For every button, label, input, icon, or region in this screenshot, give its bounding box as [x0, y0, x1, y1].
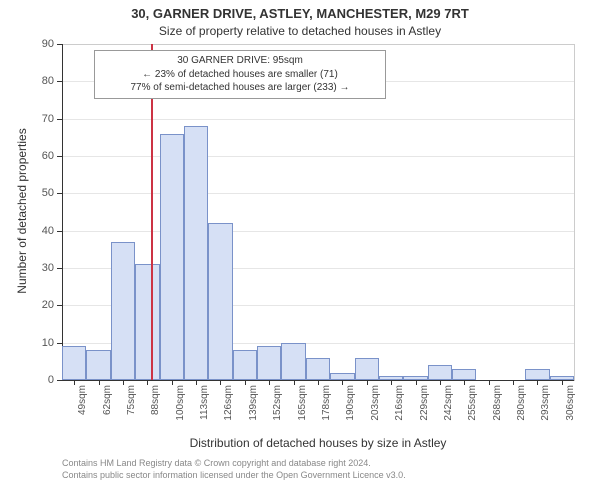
x-tick-label: 242sqm [443, 385, 454, 430]
x-tick-label: 190sqm [345, 385, 356, 430]
histogram-bar [428, 365, 452, 380]
x-tick-mark [294, 380, 295, 385]
x-tick-mark [513, 380, 514, 385]
annotation-line3: 77% of semi-detached houses are larger (… [101, 81, 379, 95]
histogram-bar [306, 358, 330, 380]
gridline [63, 119, 574, 120]
y-tick-mark [57, 193, 62, 194]
x-tick-label: 75sqm [126, 385, 137, 430]
x-tick-label: 203sqm [370, 385, 381, 430]
histogram-bar [525, 369, 549, 380]
y-axis-title: Number of detached properties [15, 111, 29, 311]
x-axis-title: Distribution of detached houses by size … [62, 436, 574, 450]
histogram-bar [160, 134, 184, 380]
histogram-bar [111, 242, 135, 380]
gridline [63, 231, 574, 232]
y-tick-mark [57, 81, 62, 82]
histogram-bar [233, 350, 257, 380]
y-tick-mark [57, 268, 62, 269]
x-tick-label: 216sqm [394, 385, 405, 430]
x-tick-mark [147, 380, 148, 385]
y-tick-label: 10 [32, 337, 54, 349]
histogram-bar [452, 369, 476, 380]
x-tick-label: 165sqm [297, 385, 308, 430]
gridline [63, 156, 574, 157]
chart-container: 30, GARNER DRIVE, ASTLEY, MANCHESTER, M2… [0, 0, 600, 500]
x-tick-label: 49sqm [77, 385, 88, 430]
x-tick-mark [245, 380, 246, 385]
x-tick-mark [318, 380, 319, 385]
y-axis-line [62, 44, 63, 380]
x-tick-label: 229sqm [419, 385, 430, 430]
footer-line2: Contains public sector information licen… [62, 470, 574, 482]
x-tick-mark [123, 380, 124, 385]
histogram-bar [184, 126, 208, 380]
y-tick-mark [57, 305, 62, 306]
x-tick-mark [416, 380, 417, 385]
y-tick-label: 0 [32, 374, 54, 386]
x-tick-label: 280sqm [516, 385, 527, 430]
gridline [63, 193, 574, 194]
x-tick-mark [464, 380, 465, 385]
y-tick-mark [57, 231, 62, 232]
x-tick-label: 126sqm [223, 385, 234, 430]
x-tick-label: 268sqm [492, 385, 503, 430]
x-tick-mark [489, 380, 490, 385]
x-tick-label: 306sqm [565, 385, 576, 430]
y-tick-label: 80 [32, 75, 54, 87]
y-tick-mark [57, 44, 62, 45]
x-tick-mark [391, 380, 392, 385]
y-tick-label: 30 [32, 262, 54, 274]
x-tick-label: 100sqm [175, 385, 186, 430]
x-tick-label: 62sqm [102, 385, 113, 430]
histogram-bar [62, 346, 86, 380]
x-tick-label: 88sqm [150, 385, 161, 430]
x-tick-label: 178sqm [321, 385, 332, 430]
x-tick-label: 293sqm [540, 385, 551, 430]
histogram-bar [355, 358, 379, 380]
x-tick-mark [342, 380, 343, 385]
y-tick-mark [57, 156, 62, 157]
annotation-box: 30 GARNER DRIVE: 95sqm ← 23% of detached… [94, 50, 386, 99]
x-tick-label: 139sqm [248, 385, 259, 430]
x-tick-mark [172, 380, 173, 385]
y-tick-label: 20 [32, 299, 54, 311]
chart-subtitle: Size of property relative to detached ho… [0, 24, 600, 38]
histogram-bar [257, 346, 281, 380]
histogram-bar [330, 373, 354, 380]
histogram-bar [208, 223, 232, 380]
x-tick-mark [99, 380, 100, 385]
y-tick-label: 50 [32, 187, 54, 199]
x-tick-mark [537, 380, 538, 385]
y-tick-mark [57, 343, 62, 344]
footer-line1: Contains HM Land Registry data © Crown c… [62, 458, 574, 470]
y-tick-mark [57, 119, 62, 120]
x-tick-mark [562, 380, 563, 385]
chart-title: 30, GARNER DRIVE, ASTLEY, MANCHESTER, M2… [0, 6, 600, 21]
x-tick-mark [196, 380, 197, 385]
y-tick-label: 60 [32, 150, 54, 162]
x-tick-mark [74, 380, 75, 385]
y-tick-mark [57, 380, 62, 381]
annotation-line1: 30 GARNER DRIVE: 95sqm [101, 54, 379, 68]
x-tick-label: 113sqm [199, 385, 210, 430]
histogram-bar [135, 264, 159, 380]
y-tick-label: 90 [32, 38, 54, 50]
annotation-line2: ← 23% of detached houses are smaller (71… [101, 68, 379, 82]
x-tick-label: 152sqm [272, 385, 283, 430]
y-tick-label: 70 [32, 113, 54, 125]
x-tick-mark [440, 380, 441, 385]
x-tick-label: 255sqm [467, 385, 478, 430]
x-tick-mark [367, 380, 368, 385]
x-tick-mark [269, 380, 270, 385]
y-tick-label: 40 [32, 225, 54, 237]
histogram-bar [86, 350, 110, 380]
histogram-bar [281, 343, 305, 380]
footer-text: Contains HM Land Registry data © Crown c… [62, 458, 574, 481]
x-tick-mark [220, 380, 221, 385]
